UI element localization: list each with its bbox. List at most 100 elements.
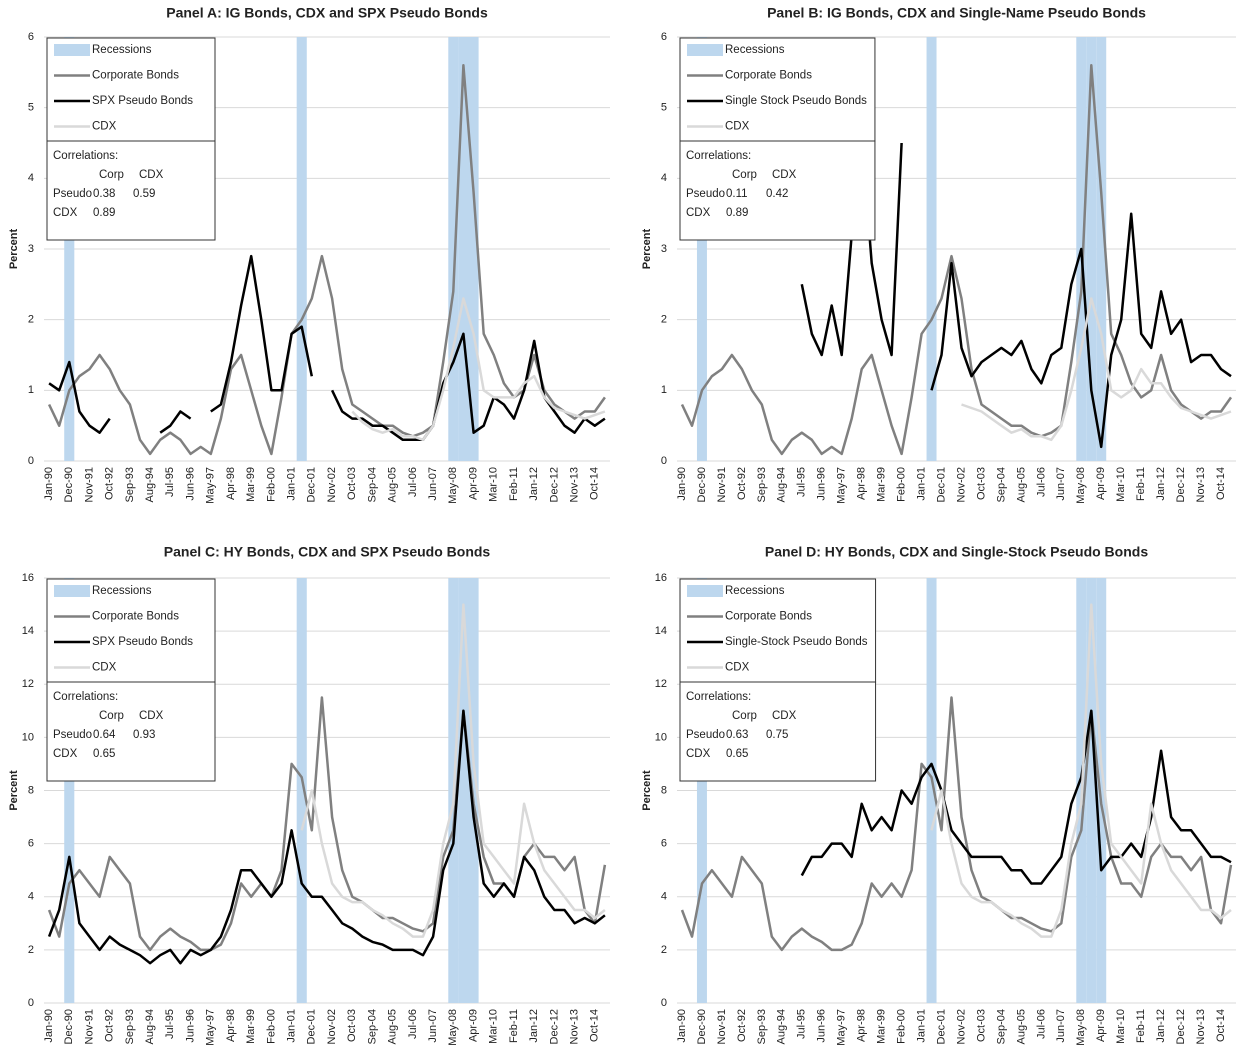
legend-label: CDX bbox=[725, 121, 750, 133]
x-tick-label: Apr-09 bbox=[467, 1009, 479, 1042]
x-tick-label: Dec-12 bbox=[1175, 1009, 1187, 1044]
x-tick-label: Sep-93 bbox=[124, 1009, 136, 1044]
x-tick-label: Nov-02 bbox=[955, 467, 967, 502]
y-tick-label: 4 bbox=[28, 172, 34, 184]
x-tick-label: Oct-14 bbox=[589, 1009, 601, 1042]
x-tick-label: Dec-90 bbox=[696, 467, 708, 502]
y-tick-label: 16 bbox=[22, 572, 34, 584]
y-tick-label: 6 bbox=[661, 31, 667, 43]
legend-label: CDX bbox=[92, 662, 117, 674]
legend-label: Recessions bbox=[725, 585, 785, 597]
x-tick-label: Apr-98 bbox=[856, 1009, 868, 1042]
recession-bar bbox=[468, 578, 479, 1003]
x-tick-label: May-97 bbox=[205, 1009, 217, 1046]
y-tick-label: 2 bbox=[661, 944, 667, 956]
correlation-row: Pseudo bbox=[53, 729, 92, 741]
legend-label: Single-Stock Pseudo Bonds bbox=[725, 636, 868, 648]
x-tick-label: Apr-09 bbox=[467, 467, 479, 500]
recession-bar bbox=[1096, 37, 1107, 461]
x-tick-label: Jul-06 bbox=[407, 467, 419, 497]
correlation-row: CDX bbox=[686, 207, 711, 219]
legend-swatch bbox=[54, 44, 90, 56]
x-tick-label: Sep-04 bbox=[995, 467, 1007, 502]
x-tick-label: Jan-90 bbox=[676, 467, 688, 501]
y-tick-label: 14 bbox=[655, 625, 667, 637]
x-tick-label: Aug-94 bbox=[144, 467, 156, 502]
x-tick-label: Oct-92 bbox=[104, 1009, 116, 1042]
x-tick-label: Mar-10 bbox=[1115, 1009, 1127, 1044]
x-tick-label: Jun-96 bbox=[816, 467, 828, 501]
legend-label: Recessions bbox=[92, 44, 152, 56]
x-tick-label: Apr-98 bbox=[225, 467, 237, 500]
x-tick-label: Nov-13 bbox=[1195, 467, 1207, 502]
y-tick-label: 4 bbox=[661, 891, 667, 903]
y-tick-label: 6 bbox=[28, 838, 34, 850]
correlation-value: 0.11 bbox=[726, 188, 748, 200]
x-tick-label: Jun-07 bbox=[427, 1009, 439, 1043]
x-tick-label: Aug-94 bbox=[776, 1009, 788, 1044]
x-tick-label: Oct-92 bbox=[736, 1009, 748, 1042]
x-tick-label: Dec-90 bbox=[696, 1009, 708, 1044]
x-tick-label: Jan-90 bbox=[43, 1009, 55, 1043]
x-tick-label: Oct-03 bbox=[975, 1009, 987, 1042]
x-tick-label: Oct-92 bbox=[736, 467, 748, 500]
correlation-value: 0.64 bbox=[93, 729, 116, 741]
y-tick-label: 6 bbox=[661, 838, 667, 850]
x-tick-label: Apr-98 bbox=[225, 1009, 237, 1042]
x-tick-label: Jan-01 bbox=[915, 467, 927, 501]
correlation-value: 0.75 bbox=[766, 729, 788, 741]
x-tick-label: Sep-04 bbox=[995, 1009, 1007, 1044]
recession-bar bbox=[64, 578, 75, 1003]
x-tick-label: May-97 bbox=[836, 1009, 848, 1046]
recession-bar bbox=[926, 578, 937, 1003]
x-tick-label: Nov-02 bbox=[955, 1009, 967, 1044]
x-tick-label: Jun-96 bbox=[184, 1009, 196, 1043]
x-tick-label: Jan-90 bbox=[43, 467, 55, 501]
x-tick-label: Apr-09 bbox=[1095, 467, 1107, 500]
x-tick-label: Jul-95 bbox=[164, 1009, 176, 1039]
x-tick-label: Nov-91 bbox=[83, 467, 95, 502]
legend-label: Corporate Bonds bbox=[725, 611, 812, 623]
x-tick-label: Apr-09 bbox=[1095, 1009, 1107, 1042]
y-tick-label: 2 bbox=[661, 314, 667, 326]
series-line bbox=[351, 297, 606, 442]
y-tick-label: 5 bbox=[661, 102, 667, 114]
x-tick-label: Jul-95 bbox=[796, 467, 808, 497]
correlation-row: Pseudo bbox=[686, 188, 725, 200]
x-tick-label: Aug-94 bbox=[144, 1009, 156, 1044]
y-tick-label: 5 bbox=[28, 102, 34, 114]
y-tick-label: 1 bbox=[28, 384, 34, 396]
correlation-column: CDX bbox=[139, 169, 164, 181]
x-tick-label: Feb-11 bbox=[508, 1009, 520, 1043]
x-tick-label: Aug-05 bbox=[387, 467, 399, 502]
correlation-box bbox=[679, 140, 876, 241]
x-tick-label: Feb-00 bbox=[265, 467, 277, 502]
y-tick-label: 3 bbox=[28, 243, 34, 255]
series-line bbox=[961, 297, 1232, 442]
x-tick-label: Apr-98 bbox=[856, 467, 868, 500]
correlation-column: Corp bbox=[732, 710, 757, 722]
correlation-column: CDX bbox=[139, 710, 164, 722]
x-tick-label: Dec-01 bbox=[306, 467, 318, 502]
x-tick-label: Jul-95 bbox=[164, 467, 176, 497]
x-tick-label: Nov-02 bbox=[326, 467, 338, 502]
correlation-title: Correlations: bbox=[53, 150, 118, 162]
correlation-box bbox=[679, 681, 877, 782]
legend-swatch bbox=[687, 585, 723, 597]
x-tick-label: Aug-05 bbox=[1015, 467, 1027, 502]
y-axis-label: Percent bbox=[641, 770, 653, 811]
correlation-value: 0.89 bbox=[93, 207, 115, 219]
y-tick-label: 0 bbox=[28, 455, 34, 467]
x-tick-label: Jul-06 bbox=[1035, 1009, 1047, 1039]
correlation-value: 0.59 bbox=[133, 188, 155, 200]
x-tick-label: Mar-99 bbox=[876, 467, 888, 502]
recession-bar bbox=[696, 578, 707, 1003]
series-line bbox=[300, 603, 606, 938]
recession-bar bbox=[468, 37, 479, 461]
y-tick-label: 12 bbox=[655, 678, 667, 690]
recession-bar bbox=[1086, 578, 1097, 1003]
x-tick-label: Oct-14 bbox=[589, 467, 601, 500]
y-tick-label: 6 bbox=[28, 31, 34, 43]
